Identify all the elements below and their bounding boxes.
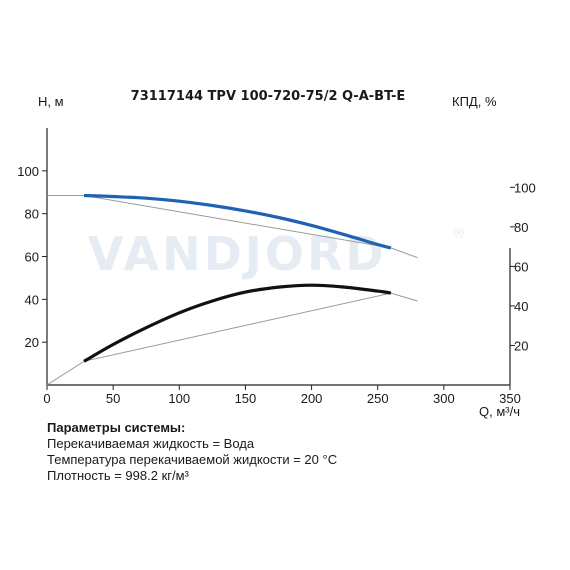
axes (42, 128, 515, 390)
efficiency-curve (83, 283, 392, 363)
y-left-tick-label: 80 (25, 207, 39, 222)
x-tick-label: 150 (235, 391, 257, 406)
chart-title: 73117144 TPV 100-720-75/2 Q-A-BT-E (131, 89, 406, 104)
y-left-tick-label: 40 (25, 292, 39, 307)
y-axis-right-label: КПД, % (452, 94, 497, 109)
param-temperature: Температура перекачиваемой жидкости = 20… (47, 452, 338, 467)
tick-labels: 0 50 100 150 200 250 300 350 20 40 60 80 100 20 40 60 80… (17, 164, 535, 406)
param-density: Плотность = 998.2 кг/м³ (47, 468, 189, 483)
y-right-tick-label: 80 (514, 220, 528, 235)
watermark-registered-mark: ® (452, 226, 466, 242)
x-tick-label: 50 (106, 391, 120, 406)
y-left-tick-label: 60 (25, 250, 39, 265)
x-tick-label: 250 (367, 391, 389, 406)
y-left-tick-label: 20 (25, 335, 39, 350)
x-axis-label: Q, м³/ч (479, 404, 520, 419)
x-tick-label: 0 (43, 391, 50, 406)
system-parameters-title: Параметры системы: (47, 420, 186, 435)
head-curve (83, 193, 392, 250)
param-liquid: Перекачиваемая жидкость = Вода (47, 436, 255, 451)
x-tick-label: 100 (168, 391, 190, 406)
x-tick-label: 200 (301, 391, 323, 406)
watermark: VANDJORD (88, 227, 387, 281)
y-axis-left-label: H, м (38, 94, 64, 109)
y-left-tick-label: 100 (17, 164, 39, 179)
head-curve-extension (47, 195, 418, 259)
x-tick-label: 300 (433, 391, 455, 406)
y-right-tick-label: 100 (514, 180, 536, 195)
y-right-tick-label: 20 (514, 338, 528, 353)
y-right-tick-label: 40 (514, 299, 528, 314)
system-parameters: Параметры системы: Перекачиваемая жидкос… (47, 420, 337, 484)
pump-curve-chart: VANDJORD ® 73117144 TPV 100-720-75/2 Q-A… (17, 89, 535, 419)
y-right-tick-label: 60 (514, 259, 528, 274)
efficiency-curve-extension (46, 292, 418, 386)
curves (46, 193, 418, 386)
x-tick-label: 350 (499, 391, 521, 406)
